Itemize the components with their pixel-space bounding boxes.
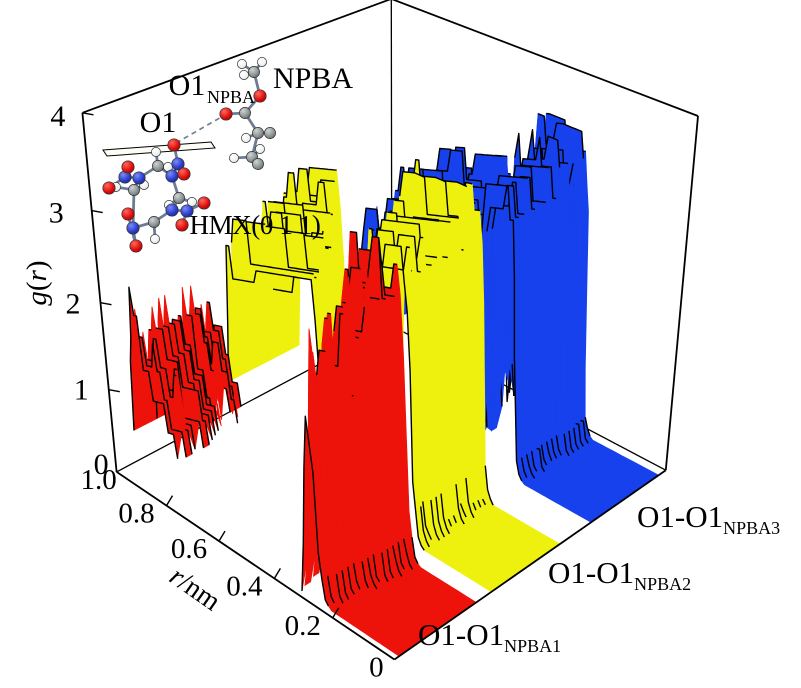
- svg-text:2: 2: [66, 288, 81, 321]
- svg-text:4: 4: [50, 100, 65, 133]
- svg-text:0.2: 0.2: [285, 610, 321, 642]
- svg-text:3: 3: [49, 197, 64, 230]
- svg-text:NPBA: NPBA: [273, 62, 353, 95]
- svg-text:0.4: 0.4: [226, 570, 263, 602]
- svg-text:O1: O1: [140, 106, 177, 139]
- svg-text:0: 0: [369, 652, 384, 684]
- svg-text:O1: O1: [169, 69, 206, 102]
- svg-text:0.6: 0.6: [171, 533, 207, 565]
- svg-text:HMX(0 1 1): HMX(0 1 1): [190, 210, 321, 240]
- svg-text:0: 0: [94, 448, 109, 481]
- svg-text:NPBA: NPBA: [207, 87, 255, 107]
- svg-text:g(r): g(r): [21, 260, 53, 305]
- svg-text:0.8: 0.8: [118, 498, 154, 530]
- svg-text:1.0: 1.0: [80, 464, 116, 496]
- svg-text:1: 1: [74, 374, 89, 407]
